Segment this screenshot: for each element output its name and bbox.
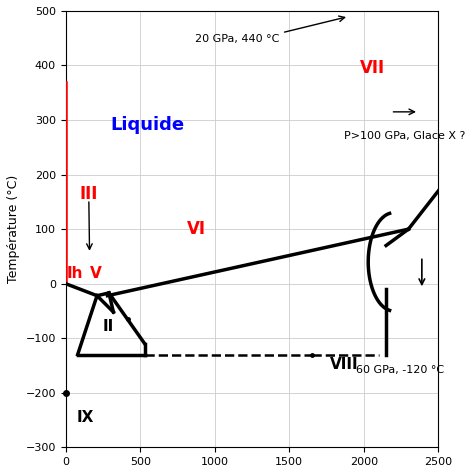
Text: II: II bbox=[102, 319, 114, 334]
Text: III: III bbox=[80, 185, 98, 203]
Y-axis label: Température (°C): Température (°C) bbox=[7, 175, 20, 283]
Text: Liquide: Liquide bbox=[110, 117, 185, 135]
Text: 20 GPa, 440 °C: 20 GPa, 440 °C bbox=[195, 34, 279, 44]
Text: Ih: Ih bbox=[66, 266, 83, 282]
Text: V: V bbox=[91, 266, 102, 282]
Text: VII: VII bbox=[360, 59, 385, 77]
Text: P>100 GPa, Glace X ?: P>100 GPa, Glace X ? bbox=[345, 131, 466, 141]
Text: IX: IX bbox=[76, 410, 94, 425]
Text: VIII: VIII bbox=[330, 357, 359, 372]
Text: 60 GPa, -120 °C: 60 GPa, -120 °C bbox=[356, 365, 445, 375]
Text: VI: VI bbox=[187, 220, 206, 238]
